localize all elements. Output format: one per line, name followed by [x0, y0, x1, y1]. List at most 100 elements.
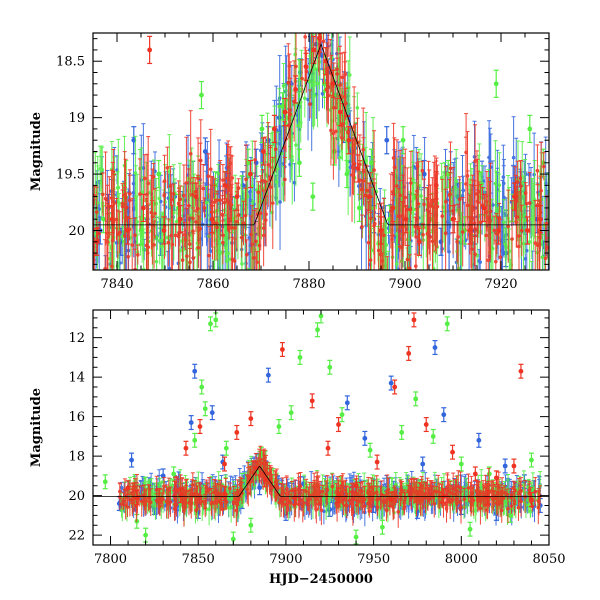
cloud-point	[298, 120, 303, 125]
cloud-point	[340, 122, 345, 126]
cloud-point	[192, 279, 196, 283]
cloud-point	[448, 192, 452, 197]
cloud-point	[239, 235, 244, 240]
cloud-point	[391, 156, 396, 160]
data-point	[355, 166, 361, 171]
cloud-point	[236, 186, 241, 190]
cloud-point	[165, 165, 170, 170]
cloud-point	[439, 175, 444, 180]
cloud-point	[380, 306, 384, 310]
cloud-point	[358, 178, 362, 182]
data-point	[293, 87, 298, 92]
cloud-point	[340, 75, 345, 80]
cloud-point	[527, 240, 532, 244]
cloud-point	[478, 220, 483, 225]
cloud-point	[430, 239, 435, 244]
cloud-point	[477, 189, 481, 194]
data-point	[311, 47, 317, 53]
cloud-point	[174, 282, 178, 286]
cloud-point	[334, 129, 338, 134]
cloud-point	[428, 202, 433, 206]
cloud-point	[244, 177, 248, 182]
cloud-point	[94, 210, 99, 214]
cloud-point	[427, 273, 431, 277]
cloud-point	[234, 219, 239, 224]
data-point	[369, 160, 374, 166]
cloud-point	[470, 247, 474, 251]
cloud-point	[133, 233, 137, 238]
cloud-point	[473, 227, 477, 231]
cloud-point	[289, 82, 294, 86]
cloud-point	[311, 26, 315, 30]
cloud-point	[326, 20, 330, 24]
cloud-point	[422, 202, 426, 207]
data-point	[109, 216, 115, 222]
cloud-point	[106, 271, 110, 275]
cloud-point	[486, 258, 491, 263]
data-point	[193, 194, 199, 200]
cloud-point	[518, 176, 523, 181]
data-point	[417, 239, 422, 245]
cloud-point	[173, 233, 178, 238]
data-point	[317, 36, 322, 42]
data-point	[245, 160, 251, 166]
cloud-point	[493, 181, 498, 186]
cloud-point	[182, 193, 186, 198]
data-point	[101, 216, 106, 222]
cloud-point	[329, 128, 333, 133]
cloud-point	[204, 200, 209, 205]
cloud-point	[206, 174, 211, 179]
cloud-point	[516, 244, 521, 249]
cloud-point	[273, 147, 278, 152]
cloud-point	[256, 190, 261, 195]
y-tick-label: 20	[68, 224, 85, 239]
data-point	[481, 205, 487, 211]
cloud-point	[523, 191, 528, 195]
cloud-point	[110, 238, 115, 243]
cloud-point	[417, 183, 421, 188]
cloud-point	[200, 222, 205, 227]
cloud-point	[510, 237, 514, 241]
cloud-point	[146, 181, 150, 186]
cloud-point	[184, 181, 189, 185]
cloud-point	[168, 184, 173, 188]
cloud-point	[398, 193, 402, 198]
cloud-point	[123, 195, 128, 200]
cloud-point	[166, 240, 171, 245]
cloud-point	[403, 195, 408, 200]
cloud-point	[476, 200, 480, 205]
cloud-point	[103, 267, 107, 270]
cloud-point	[143, 176, 147, 181]
data-point	[202, 149, 208, 154]
cloud-point	[539, 189, 543, 193]
data-point	[177, 216, 183, 222]
cloud-point	[453, 185, 457, 190]
cloud-point	[543, 256, 548, 261]
cloud-point	[533, 241, 538, 245]
cloud-point	[109, 196, 114, 200]
cloud-point	[440, 214, 445, 218]
top-panel: 7840 7860 7880 7900 7920 18.5 19 19.5 20 Magnitud…	[29, 20, 550, 310]
cloud-point	[466, 282, 470, 286]
cloud-point	[157, 196, 162, 201]
cloud-point	[532, 172, 536, 177]
cloud-point	[191, 216, 195, 221]
cloud-point	[198, 226, 203, 231]
cloud-point	[166, 275, 170, 279]
cloud-point	[405, 257, 410, 262]
x-tick-label: 7900	[388, 277, 421, 292]
cloud-point	[542, 164, 546, 169]
data-point	[433, 182, 439, 188]
cloud-point	[372, 168, 376, 172]
cloud-point	[368, 258, 373, 262]
data-point	[161, 228, 167, 233]
cloud-point	[342, 94, 347, 99]
cloud-point	[187, 203, 191, 208]
x-tick-label: 7860	[196, 277, 229, 292]
cloud-point	[286, 80, 291, 85]
cloud-point	[460, 230, 465, 234]
cloud-point	[355, 105, 360, 110]
plot-area	[93, 310, 549, 545]
cloud-point	[208, 167, 213, 171]
cloud-point	[303, 35, 307, 39]
